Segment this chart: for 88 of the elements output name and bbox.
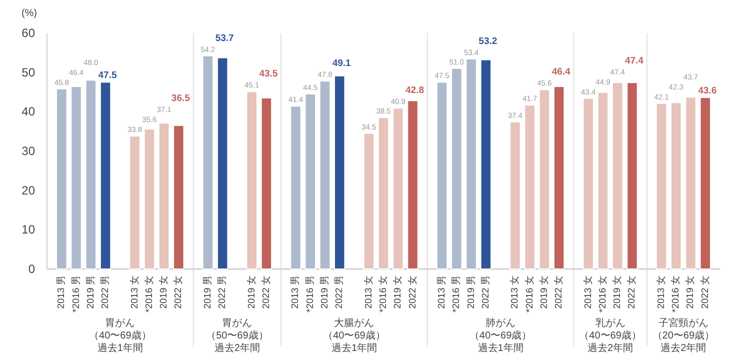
- y-tick-label: 40: [22, 104, 36, 119]
- y-axis-title: (%): [21, 8, 37, 19]
- x-tick-label: 2013 女: [654, 275, 667, 309]
- x-tick-label: *2016 女: [142, 275, 155, 312]
- x-axis-title: 乳がん（40〜69歳）過去2年間: [579, 317, 642, 353]
- x-tick-label: 2019 女: [684, 275, 696, 309]
- data-label: 53.7: [215, 32, 234, 44]
- bar: [129, 136, 140, 270]
- data-label: 53.2: [478, 36, 498, 47]
- bar: [260, 97, 272, 270]
- bar: [524, 104, 536, 270]
- x-tick-label: 2019 男: [85, 275, 96, 309]
- bar: [100, 82, 112, 270]
- bar: [290, 106, 302, 270]
- bar: [378, 117, 390, 270]
- bar: [246, 91, 258, 270]
- x-tick-label: 2022 女: [698, 275, 711, 309]
- bar: [70, 86, 82, 270]
- x-tick-label: 2013 女: [508, 275, 521, 309]
- data-label: 49.1: [332, 58, 352, 69]
- y-tick-label: 0: [28, 262, 36, 276]
- x-tick-label: 2022 男: [217, 275, 228, 309]
- x-tick-label: 2022 男: [480, 275, 492, 309]
- x-tick-label: 2022 女: [406, 275, 418, 309]
- x-tick-label: 2022 女: [172, 275, 184, 309]
- bar: [56, 88, 68, 270]
- x-axis-title: 胃がん（50〜69歳）過去2年間: [206, 318, 268, 353]
- x-axis-title: 大腸がん（40〜69歳）過去1年間: [323, 317, 386, 353]
- data-label: 46.4: [552, 66, 572, 78]
- x-tick-label: 2022 女: [626, 275, 638, 309]
- bar: [216, 57, 228, 270]
- x-tick-label: 2013 男: [436, 275, 448, 309]
- y-tick-label: 10: [22, 222, 36, 237]
- bar: [553, 86, 565, 270]
- x-tick-label: 2019 女: [392, 275, 404, 309]
- y-tick-label: 60: [22, 26, 36, 40]
- x-tick-label: 2022 女: [260, 275, 272, 309]
- bar: [392, 108, 404, 270]
- bar: [436, 82, 448, 270]
- y-tick-label: 50: [22, 65, 36, 80]
- x-tick-label: *2016 女: [523, 275, 536, 312]
- x-axis-title: 肺がん（40〜69歳）過去1年間: [469, 317, 532, 353]
- x-tick-label: 2022 男: [100, 275, 112, 309]
- bar: [407, 100, 418, 270]
- x-axis-title: 胃がん（40〜69歳）過去1年間: [89, 318, 152, 353]
- x-tick-label: 2019 男: [466, 275, 477, 309]
- x-tick-label: 2019 男: [202, 275, 214, 309]
- x-tick-label: *2016 男: [304, 275, 316, 312]
- bar: [144, 128, 156, 270]
- data-label: 47.4: [624, 55, 644, 66]
- data-label: 43.6: [698, 86, 717, 97]
- bar: [363, 132, 374, 270]
- data-label: 43.5: [259, 68, 278, 80]
- bar: [480, 59, 492, 270]
- bar: [451, 68, 462, 270]
- x-tick-label: 2019 女: [245, 275, 258, 309]
- bar: [202, 55, 214, 270]
- x-tick-label: *2016 女: [670, 275, 682, 312]
- bar: [304, 93, 316, 270]
- x-tick-label: 2022 男: [334, 275, 346, 309]
- x-tick-label: 2013 女: [582, 275, 594, 309]
- x-tick-label: *2016 男: [451, 275, 462, 312]
- x-tick-label: 2013 男: [290, 275, 302, 309]
- y-tick-label: 20: [22, 183, 36, 198]
- bar: [466, 58, 477, 270]
- x-tick-label: 2019 男: [319, 275, 330, 309]
- x-tick-label: *2016 男: [70, 275, 82, 312]
- bar: [319, 80, 331, 270]
- data-label: 42.8: [406, 85, 424, 96]
- x-tick-label: *2016 女: [596, 275, 608, 312]
- x-tick-label: 2019 女: [158, 275, 170, 309]
- data-label: 47.5: [98, 70, 118, 82]
- y-tick-label: 30: [22, 144, 36, 158]
- bar: [85, 80, 97, 270]
- x-tick-label: 2019 女: [611, 275, 624, 309]
- bar: [173, 124, 184, 270]
- bar: [334, 75, 346, 270]
- x-tick-label: 2019 女: [538, 275, 550, 309]
- x-axis-title: 子宮頸がん（20〜69歳）過去2年間: [652, 317, 715, 353]
- bar: [538, 89, 550, 270]
- x-tick-label: 2013 女: [362, 275, 374, 309]
- x-tick-label: 2013 女: [128, 275, 140, 309]
- data-label: 36.5: [171, 93, 191, 104]
- bar: [510, 121, 521, 270]
- bar: [158, 122, 170, 270]
- x-tick-label: 2022 女: [552, 275, 565, 309]
- x-tick-label: *2016 女: [377, 275, 389, 312]
- x-tick-label: 2013 男: [56, 275, 68, 309]
